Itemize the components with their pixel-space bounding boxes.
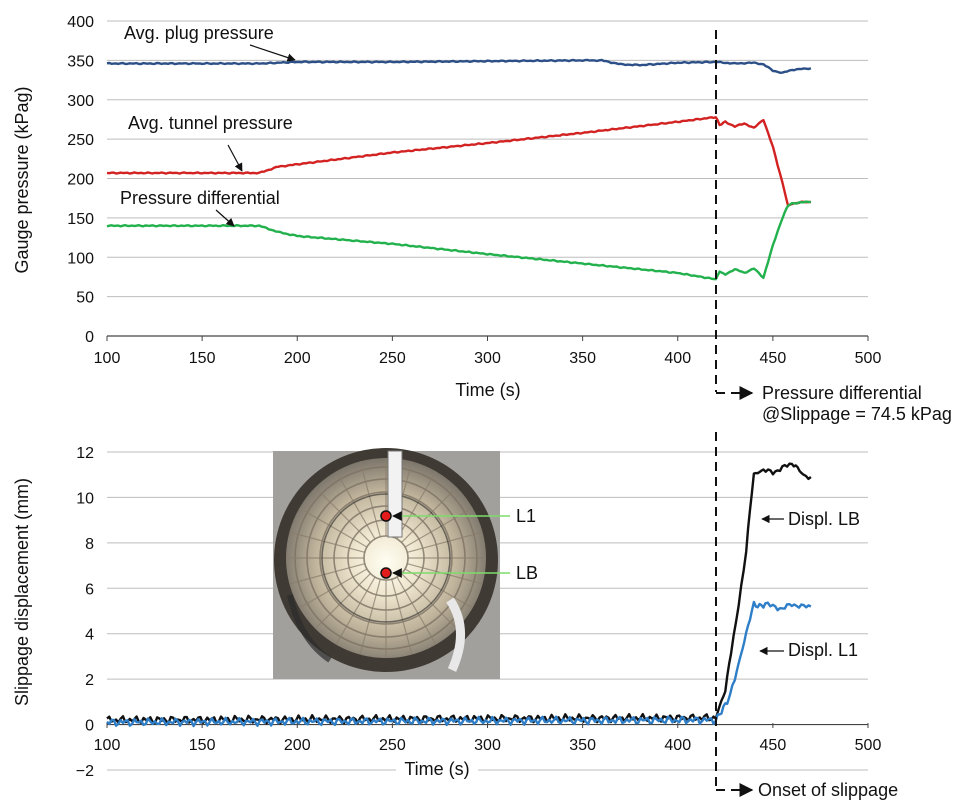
photo-spoke xyxy=(396,471,437,540)
pressure-x-tick-label: 500 xyxy=(855,350,882,367)
displ-l1-label: Displ. L1 xyxy=(788,640,858,660)
pressure-chart-y-axis-label: Gauge pressure (kPag) xyxy=(12,86,32,273)
displacement-chart-x-ticks: 100 150 200 250 300 350 400 450 500 xyxy=(94,723,882,754)
displ-lb-label: Displ. LB xyxy=(788,509,860,529)
pressure-y-tick-label: 250 xyxy=(67,132,94,149)
displacement-x-tick-label: 150 xyxy=(189,737,216,754)
displacement-y-tick-label: 10 xyxy=(76,490,94,507)
l1-marker-dot xyxy=(380,510,392,522)
series-line-avg-tunnel-pressure xyxy=(106,116,811,208)
lb-label: LB xyxy=(516,563,538,583)
photo-spoke xyxy=(289,531,365,553)
displacement-x-tick-label: 400 xyxy=(664,737,691,754)
series-line-displ-l1 xyxy=(106,600,812,728)
pressure-x-tick-label: 400 xyxy=(664,350,691,367)
pressure-x-tick-label: 450 xyxy=(760,350,787,367)
l1-label: L1 xyxy=(516,506,536,526)
pressure-y-tick-label: 100 xyxy=(67,250,94,267)
displacement-x-tick-label: 350 xyxy=(569,737,596,754)
series-line-avg-plug-pressure xyxy=(106,58,812,75)
pressure-y-tick-label: 400 xyxy=(67,14,94,31)
displacement-y-tick-label: 0 xyxy=(85,718,94,735)
photo-spoke xyxy=(299,507,368,548)
onset-of-slippage-label: Onset of slippage xyxy=(758,780,898,800)
photo-spoke xyxy=(314,573,371,630)
pressure-y-tick-label: 300 xyxy=(67,93,94,110)
pressure-y-tick-label: 50 xyxy=(76,290,94,307)
displacement-chart-y-ticks: −2 0 2 4 6 8 10 12 xyxy=(76,445,94,780)
pressure-chart-y-ticks: 0 50 100 150 200 250 300 350 400 xyxy=(67,14,94,346)
slippage-pressure-note-line1: Pressure differential xyxy=(762,383,922,403)
photo-spoke xyxy=(401,573,458,630)
photo-spoke xyxy=(335,576,376,645)
displacement-chart: L1 LB −2 0 2 4 6 8 10 12 100 150 200 250 300 350 400 4… xyxy=(12,445,898,800)
displacement-x-tick-label: 250 xyxy=(379,737,406,754)
displacement-x-tick-label: 300 xyxy=(474,737,501,754)
displacement-x-tick-label: 500 xyxy=(855,737,882,754)
plug-pressure-arrow xyxy=(249,44,296,62)
pressure-x-tick-label: 100 xyxy=(94,350,121,367)
displacement-chart-y-axis-label: Slippage displacement (mm) xyxy=(12,478,32,706)
photo-spoke xyxy=(289,563,365,585)
pressure-x-tick-label: 250 xyxy=(379,350,406,367)
photo-spoke xyxy=(391,579,413,655)
slippage-pressure-note-line2: @Slippage = 74.5 kPag xyxy=(762,404,952,424)
pressure-y-tick-label: 350 xyxy=(67,53,94,70)
photo-spoke xyxy=(407,563,483,585)
pressure-y-tick-label: 200 xyxy=(67,172,94,189)
pressure-x-tick-label: 350 xyxy=(569,350,596,367)
displacement-x-tick-label: 450 xyxy=(760,737,787,754)
slippage-marker xyxy=(715,30,754,797)
pressure-x-tick-label: 150 xyxy=(189,350,216,367)
lb-marker-dot xyxy=(380,567,392,579)
displacement-y-tick-label: 6 xyxy=(85,581,94,598)
displacement-chart-x-axis-label: Time (s) xyxy=(404,759,469,779)
pressure-chart-series xyxy=(106,58,812,281)
tunnel-pressure-label: Avg. tunnel pressure xyxy=(128,113,293,133)
displacement-y-tick-label: 4 xyxy=(85,627,94,644)
photo-spoke xyxy=(401,486,458,543)
pressure-x-tick-label: 300 xyxy=(474,350,501,367)
displacement-y-tick-label: 8 xyxy=(85,536,94,553)
pressure-y-tick-label: 150 xyxy=(67,211,94,228)
displacement-x-tick-label: 100 xyxy=(94,737,121,754)
tunnel-pressure-arrow xyxy=(227,144,243,172)
displacement-x-tick-label: 200 xyxy=(284,737,311,754)
pressure-chart-x-axis-label: Time (s) xyxy=(455,380,520,400)
displacement-y-tick-label: −2 xyxy=(76,763,94,780)
pressure-differential-label: Pressure differential xyxy=(120,188,280,208)
photo-spoke xyxy=(404,507,473,548)
photo-spoke xyxy=(359,461,381,537)
photo-spoke xyxy=(359,579,381,655)
displacement-chart-series xyxy=(106,462,812,728)
photo-spoke xyxy=(335,471,376,540)
pressure-x-tick-label: 200 xyxy=(284,350,311,367)
displacement-y-tick-label: 12 xyxy=(76,445,94,462)
photo-spoke xyxy=(407,531,483,553)
photo-spoke xyxy=(396,576,437,645)
pressure-chart-x-ticks: 100 150 200 250 300 350 400 450 500 xyxy=(94,336,882,367)
displacement-y-tick-label: 2 xyxy=(85,672,94,689)
pressure-chart: 0 50 100 150 200 250 300 350 400 100 150 200 250 300… xyxy=(12,14,952,424)
photo-spoke xyxy=(314,486,371,543)
pressure-differential-arrow xyxy=(215,209,235,227)
photo-spoke xyxy=(299,568,368,609)
pressure-chart-gridlines xyxy=(107,20,868,337)
series-line-pressure-differential xyxy=(106,200,811,281)
pressure-y-tick-label: 0 xyxy=(85,329,94,346)
plug-pressure-label: Avg. plug pressure xyxy=(124,23,274,43)
tunnel-photo xyxy=(273,448,500,679)
photo-spoke xyxy=(404,568,473,609)
